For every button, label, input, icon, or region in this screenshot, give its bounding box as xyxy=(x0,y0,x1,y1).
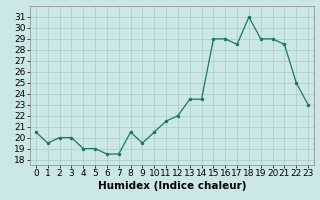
X-axis label: Humidex (Indice chaleur): Humidex (Indice chaleur) xyxy=(98,181,246,191)
